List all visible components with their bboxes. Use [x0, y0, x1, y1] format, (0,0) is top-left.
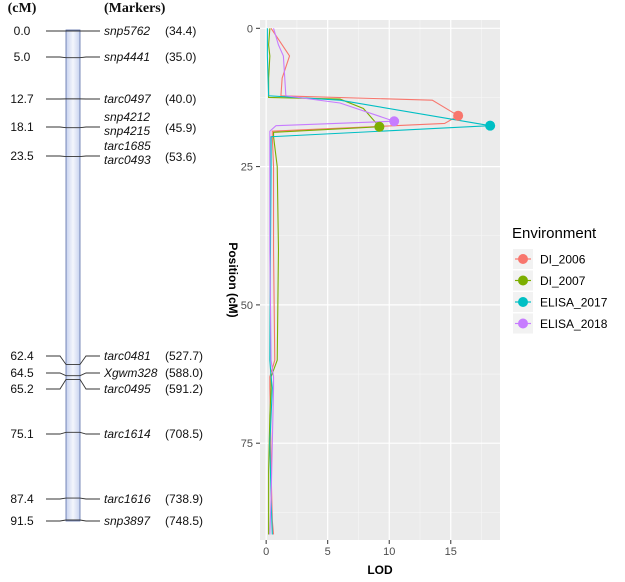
marker-row: 64.5 Xgwm328 (588.0): [10, 366, 203, 380]
marker-cm: 91.5: [10, 514, 34, 528]
marker-position: (748.5): [165, 514, 203, 528]
marker-name: snp3897: [104, 514, 151, 528]
x-tick-label: 5: [325, 546, 331, 558]
legend-key-point: [518, 275, 528, 286]
y-tick-label: 75: [241, 438, 253, 450]
marker-position: (34.4): [165, 24, 196, 38]
marker-line: [46, 378, 100, 390]
legend-entry: DI_2006: [513, 249, 586, 269]
marker-line: [46, 355, 100, 365]
marker-name: tarc1614: [104, 427, 151, 441]
marker-row: 5.0 snp4441 (35.0): [14, 50, 197, 64]
legend-label: ELISA_2018: [540, 317, 608, 331]
x-tick-label: 0: [263, 546, 269, 558]
marker-position: (53.6): [165, 150, 196, 164]
marker-line: [46, 372, 100, 377]
y-tick-label: 0: [247, 23, 253, 35]
legend-entry: ELISA_2017: [513, 292, 608, 312]
marker-cm: 12.7: [10, 92, 34, 106]
marker-position: (588.0): [165, 366, 203, 380]
legend: Environment DI_2006 DI_2007 ELISA_2017 ELIS…: [512, 225, 608, 334]
marker-row: 0.0 snp5762 (34.4): [14, 24, 197, 38]
marker-cm: 18.1: [10, 120, 34, 134]
marker-position: (45.9): [165, 121, 196, 135]
axes: 0 5 10 15 0 25 50 75: [241, 23, 457, 558]
marker-row: 75.1 tarc1614 (708.5): [10, 427, 203, 441]
marker-name: snp4215: [104, 124, 150, 138]
series-line-elisa-2017: [266, 28, 491, 535]
legend-key-point: [518, 318, 528, 329]
marker-name: tarc0481: [104, 349, 151, 363]
marker-name: tarc1685: [104, 139, 151, 153]
legend-label: DI_2006: [540, 253, 586, 267]
lod-chart: 0 5 10 15 0 25 50 75 LOD Position (cM) Environm…: [226, 20, 608, 577]
marker-position: (591.2): [165, 382, 203, 396]
series-line-elisa-2018: [269, 28, 395, 535]
legend-key-point: [518, 297, 528, 307]
marker-name: snp4212: [104, 110, 150, 124]
marker-cm: 87.4: [10, 492, 34, 506]
x-tick-label: 10: [383, 546, 395, 558]
marker-row: 65.2 tarc0495 (591.2): [10, 378, 203, 396]
marker-name: snp5762: [104, 24, 150, 38]
marker-group: 0.0 snp5762 (34.4) 5.0 snp4441 (35.0) 12.7 tarc…: [10, 24, 203, 528]
marker-row: 12.7 tarc0497 (40.0): [10, 92, 196, 106]
legend-title: Environment: [512, 225, 597, 242]
marker-cm: 62.4: [10, 349, 34, 363]
cm-header: (cM): [8, 1, 37, 16]
y-tick-label: 25: [241, 162, 253, 174]
legend-label: ELISA_2017: [540, 296, 608, 310]
marker-cm: 64.5: [10, 366, 34, 380]
marker-cm: 65.2: [10, 382, 34, 396]
y-axis-label: Position (cM): [226, 242, 240, 317]
y-tick-label: 50: [241, 300, 253, 312]
markers-header: (Markers): [104, 1, 166, 16]
peak-point-elisa-2017: [485, 120, 496, 131]
legend-entry: ELISA_2018: [513, 313, 608, 334]
marker-name: tarc0497: [104, 92, 152, 106]
marker-position: (40.0): [165, 92, 196, 106]
grid-lines: [260, 20, 500, 540]
marker-line: [46, 431, 100, 435]
peak-point-elisa-2018: [389, 116, 400, 127]
legend-key-point: [518, 254, 528, 264]
marker-name: tarc1616: [104, 492, 151, 506]
peak-point-di-2006: [453, 110, 464, 121]
x-axis-label: LOD: [367, 563, 393, 577]
marker-row: 87.4 tarc1616 (738.9): [10, 492, 203, 506]
marker-position: (527.7): [165, 349, 203, 363]
marker-line: [46, 126, 100, 129]
chromosome-bar: [65, 29, 81, 522]
marker-cm: 5.0: [14, 50, 31, 64]
marker-name: tarc0495: [104, 382, 151, 396]
marker-cm: 0.0: [14, 24, 31, 38]
legend-entry: DI_2007: [513, 270, 586, 291]
series-group: [266, 27, 496, 535]
marker-line: [46, 155, 100, 158]
marker-cm: 75.1: [10, 427, 34, 441]
marker-position: (738.9): [165, 492, 203, 506]
marker-position: (35.0): [165, 50, 196, 64]
marker-line: [46, 497, 100, 500]
linkage-map: (cM) (Markers) 0.0 snp5762 (34.4) 5.0 snp444…: [8, 1, 203, 528]
marker-name: snp4441: [104, 50, 150, 64]
legend-label: DI_2007: [540, 274, 586, 288]
marker-name: Xgwm328: [103, 366, 158, 380]
marker-row: 62.4 tarc0481 (527.7): [10, 349, 203, 365]
marker-line: [46, 56, 100, 59]
series-line-di-2007: [268, 28, 381, 535]
x-tick-label: 15: [445, 546, 457, 558]
marker-line: [46, 519, 100, 522]
marker-position: (708.5): [165, 427, 203, 441]
marker-name: tarc0493: [104, 153, 151, 167]
peak-point-di-2007: [374, 121, 385, 132]
marker-row: 91.5 snp3897 (748.5): [10, 514, 203, 528]
marker-cm: 23.5: [10, 149, 34, 163]
